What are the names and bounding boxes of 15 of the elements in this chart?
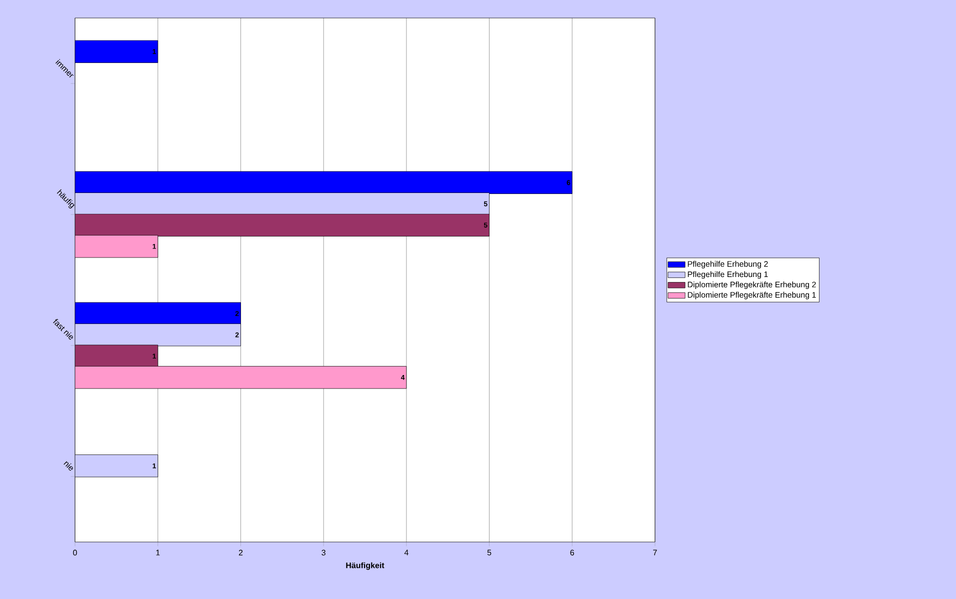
legend-label: Diplomierte Pflegekräfte Erhebung 1 bbox=[688, 292, 816, 300]
y-tick-label: fast nie bbox=[53, 318, 73, 340]
x-tick-label: 3 bbox=[322, 550, 326, 556]
x-axis-title: Häufigkeit bbox=[346, 562, 384, 570]
legend-label: Pflegehilfe Erhebung 1 bbox=[688, 271, 768, 279]
x-tick-label: 4 bbox=[404, 550, 408, 556]
x-tick-label: 2 bbox=[238, 550, 243, 556]
x-tick-label: 7 bbox=[653, 550, 657, 556]
y-tick-label: nie bbox=[64, 461, 73, 471]
x-tick-label: 1 bbox=[156, 550, 160, 556]
x-tick-label: 5 bbox=[487, 550, 492, 556]
legend-label: Pflegehilfe Erhebung 2 bbox=[688, 260, 768, 268]
legend-label: Diplomierte Pflegekräfte Erhebung 2 bbox=[688, 281, 816, 289]
x-tick-label: 6 bbox=[570, 550, 574, 556]
x-tick-label: 0 bbox=[73, 550, 77, 556]
